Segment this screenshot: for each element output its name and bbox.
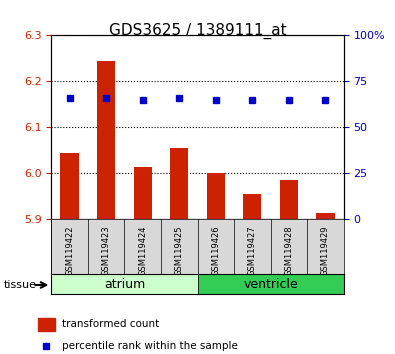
Text: GSM119422: GSM119422 <box>65 225 74 276</box>
Text: tissue: tissue <box>4 280 37 290</box>
FancyBboxPatch shape <box>198 274 344 294</box>
Bar <box>97 61 115 219</box>
Text: GSM119428: GSM119428 <box>284 225 293 276</box>
Bar <box>316 213 335 219</box>
Text: GSM119427: GSM119427 <box>248 225 257 276</box>
Text: atrium: atrium <box>104 278 145 291</box>
Text: GDS3625 / 1389111_at: GDS3625 / 1389111_at <box>109 23 286 39</box>
Text: GSM119424: GSM119424 <box>138 225 147 276</box>
Text: GSM119426: GSM119426 <box>211 225 220 276</box>
Bar <box>38 318 55 331</box>
Bar <box>207 172 225 219</box>
Text: percentile rank within the sample: percentile rank within the sample <box>62 341 238 350</box>
Text: GSM119425: GSM119425 <box>175 225 184 276</box>
Bar <box>60 153 79 219</box>
Text: transformed count: transformed count <box>62 319 160 329</box>
Text: ventricle: ventricle <box>243 278 298 291</box>
Bar <box>134 167 152 219</box>
Bar <box>243 194 261 219</box>
FancyBboxPatch shape <box>51 274 198 294</box>
Text: GSM119423: GSM119423 <box>102 225 111 276</box>
Bar <box>170 148 188 219</box>
Text: GSM119429: GSM119429 <box>321 225 330 276</box>
Bar <box>280 180 298 219</box>
